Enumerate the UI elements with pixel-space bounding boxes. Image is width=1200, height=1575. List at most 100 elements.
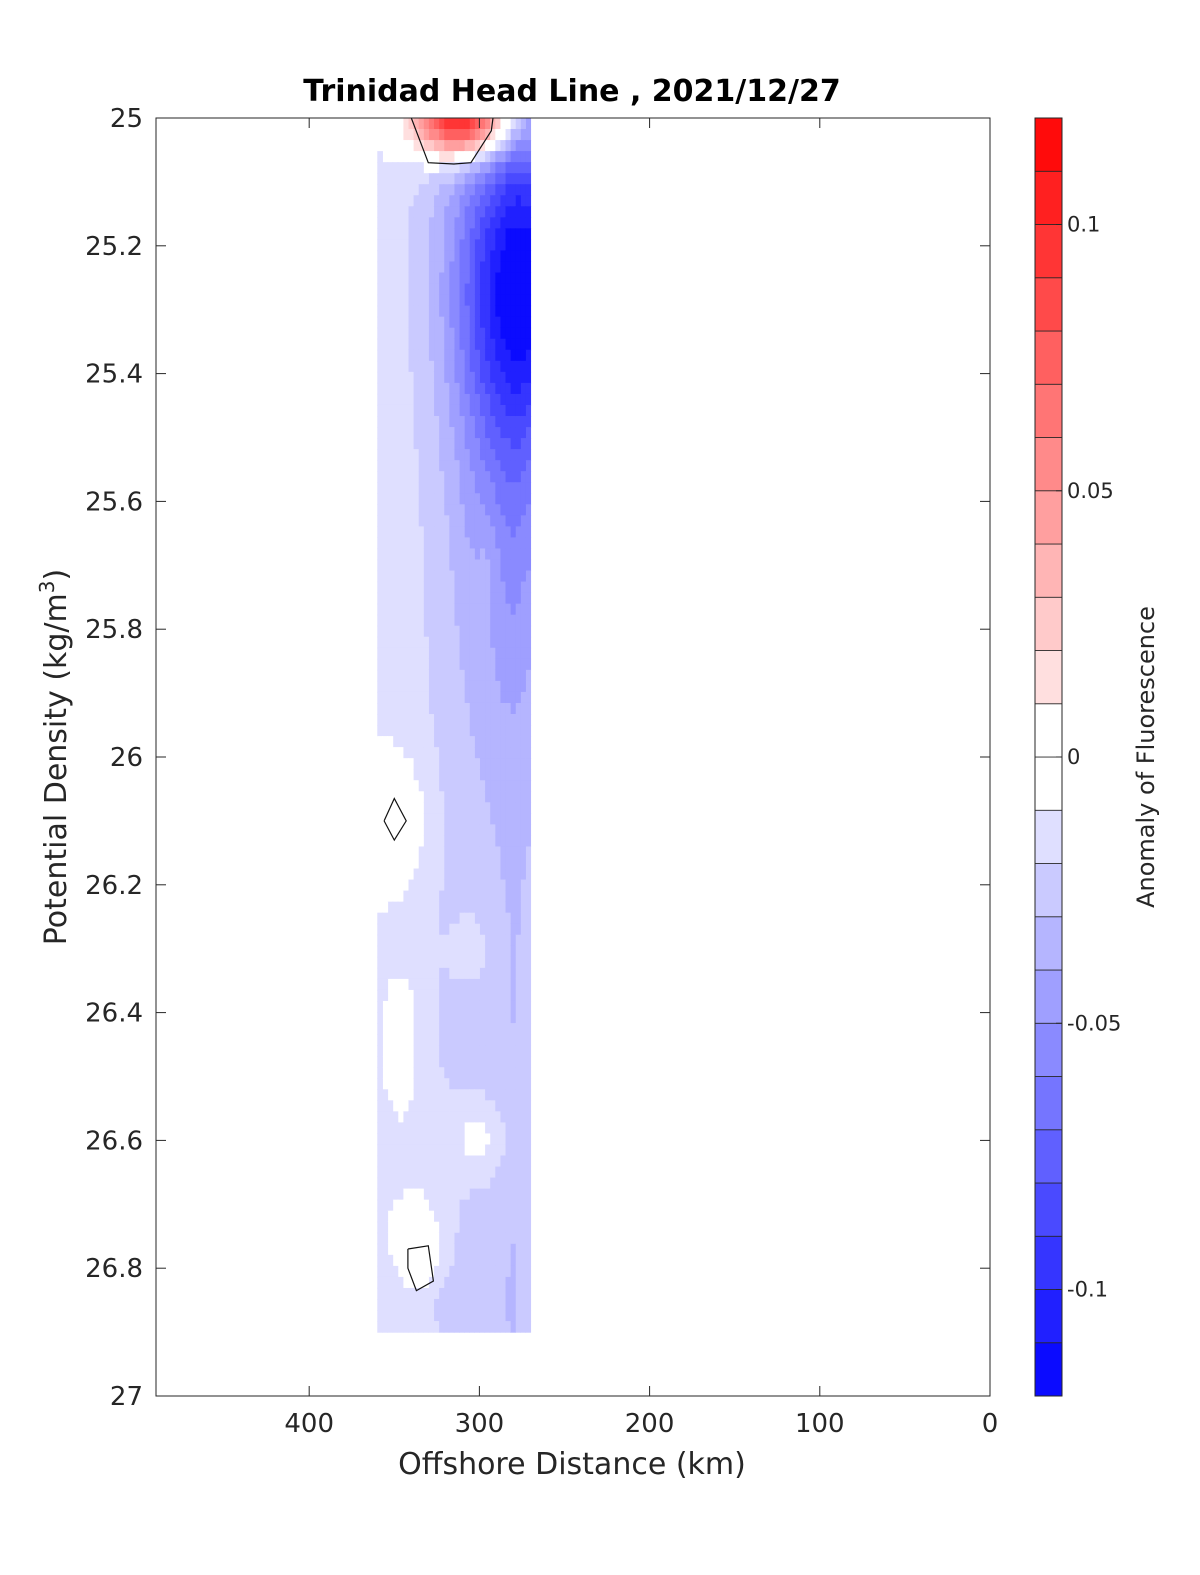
heatmap-cell [453, 493, 460, 505]
heatmap-cell [510, 195, 516, 207]
heatmap-cell [484, 901, 491, 914]
heatmap-cell [464, 614, 470, 627]
heatmap-cell [402, 1089, 409, 1101]
heatmap-cell [525, 691, 532, 704]
heatmap-cell [413, 438, 419, 450]
heatmap-cell [377, 460, 383, 472]
heatmap-cell [458, 1298, 465, 1311]
heatmap-cell [402, 570, 409, 583]
heatmap-cell [382, 912, 389, 925]
heatmap-cell [474, 647, 480, 660]
heatmap-cell [423, 647, 429, 660]
heatmap-cell [438, 537, 445, 550]
heatmap-cell [494, 857, 501, 870]
heatmap-cell [382, 272, 389, 285]
heatmap-cell [402, 129, 409, 141]
heatmap-cell [474, 923, 480, 936]
heatmap-cell [413, 1023, 419, 1035]
heatmap-cell [392, 460, 399, 472]
heatmap-cell [443, 702, 450, 715]
heatmap-cell [423, 1210, 429, 1223]
heatmap-cell [413, 912, 419, 925]
heatmap-cell [428, 349, 435, 362]
heatmap-cell [504, 427, 511, 439]
heatmap-cell [510, 449, 516, 461]
heatmap-cell [474, 1056, 480, 1068]
heatmap-cell [515, 1310, 521, 1322]
heatmap-cell [423, 250, 429, 263]
heatmap-cell [413, 1210, 419, 1223]
heatmap-cell [458, 1045, 465, 1057]
heatmap-cell [510, 217, 516, 229]
heatmap-cell [397, 371, 404, 384]
heatmap-cell [504, 1012, 511, 1024]
heatmap-cell [489, 592, 496, 605]
heatmap-cell [423, 923, 429, 936]
heatmap-cell [515, 1000, 521, 1013]
heatmap-cell [515, 283, 521, 296]
heatmap-cell [382, 1155, 389, 1168]
heatmap-cell [474, 658, 480, 671]
heatmap-cell [382, 228, 389, 241]
heatmap-cell [484, 162, 491, 174]
heatmap-cell [494, 1056, 501, 1068]
heatmap-cell [423, 680, 429, 693]
heatmap-cell [458, 195, 465, 207]
heatmap-cell [382, 736, 389, 748]
heatmap-cell [520, 725, 526, 737]
heatmap-cell [504, 206, 511, 218]
heatmap-cell [494, 416, 501, 428]
heatmap-cell [499, 471, 506, 483]
heatmap-cell [453, 1276, 460, 1289]
heatmap-cell [397, 493, 404, 505]
heatmap-cell [520, 283, 526, 296]
heatmap-cell [504, 360, 511, 373]
heatmap-cell [433, 1287, 440, 1300]
heatmap-cell [428, 261, 435, 274]
heatmap-cell [407, 239, 414, 252]
heatmap-cell [520, 934, 526, 947]
heatmap-cell [397, 1321, 404, 1333]
heatmap-cell [413, 570, 419, 583]
heatmap-cell [510, 758, 516, 770]
heatmap-cell [469, 427, 475, 439]
heatmap-cell [499, 1133, 506, 1146]
heatmap-cell [489, 967, 496, 980]
heatmap-cell [469, 791, 475, 803]
heatmap-cell [515, 1056, 521, 1068]
heatmap-cell [504, 173, 511, 185]
heatmap-cell [377, 1199, 383, 1212]
heatmap-cell [418, 868, 424, 881]
heatmap-cell [510, 316, 516, 329]
heatmap-cell [428, 1166, 435, 1179]
heatmap-cell [469, 802, 475, 814]
heatmap-cell [525, 382, 532, 395]
heatmap-cell [464, 625, 470, 638]
heatmap-cell [494, 967, 501, 980]
heatmap-cell [499, 1078, 506, 1090]
heatmap-cell [453, 349, 460, 362]
heatmap-cell [387, 283, 394, 296]
heatmap-cell [453, 1177, 460, 1190]
y-tick-label: 26.6 [85, 1126, 143, 1156]
heatmap-cell [504, 647, 511, 660]
heatmap-cell [489, 537, 496, 550]
heatmap-cell [387, 725, 394, 737]
heatmap-cell [458, 989, 465, 1002]
heatmap-cell [448, 1321, 455, 1333]
heatmap-cell [438, 912, 445, 925]
heatmap-cell [479, 592, 486, 605]
heatmap-cell [387, 1310, 394, 1322]
heatmap-cell [479, 1089, 486, 1101]
heatmap-cell [397, 570, 404, 583]
heatmap-cell [525, 868, 532, 881]
heatmap-cell [418, 393, 424, 406]
heatmap-cell [387, 1078, 394, 1090]
heatmap-cell [489, 140, 496, 152]
heatmap-cell [484, 691, 491, 704]
heatmap-cell [474, 338, 480, 351]
heatmap-cell [392, 702, 399, 715]
heatmap-cell [499, 316, 506, 329]
heatmap-cell [504, 669, 511, 682]
heatmap-cell [418, 1265, 424, 1278]
